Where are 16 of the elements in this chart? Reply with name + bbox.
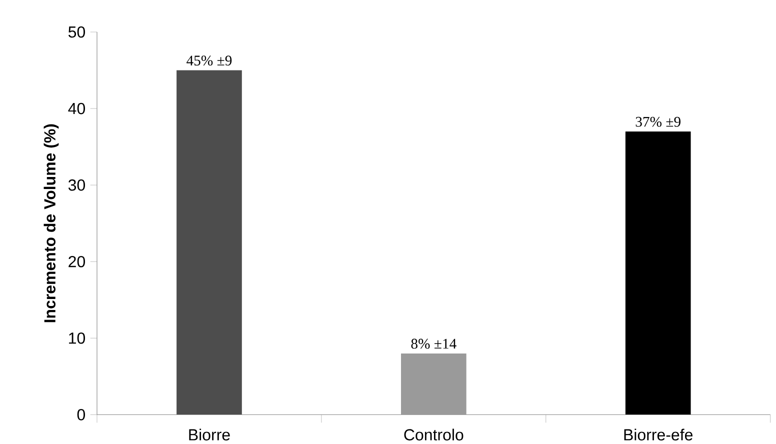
bar: [401, 353, 466, 415]
x-tick-label: Controlo: [404, 428, 464, 440]
x-tick-label: Biorre-efe: [624, 428, 692, 440]
y-tick-label: 20: [68, 256, 85, 268]
data-label: 8% ±14: [411, 338, 456, 349]
y-tick-label: 30: [68, 179, 85, 191]
y-axis-title: Incremento de Volume (%): [44, 124, 59, 322]
y-tick-label: 0: [77, 409, 86, 420]
y-tick-label: 50: [68, 26, 85, 38]
bar: [176, 70, 242, 415]
y-tick-label: 10: [69, 332, 85, 344]
bar: [625, 132, 691, 415]
y-tick-label: 40: [68, 102, 85, 114]
data-label: 45% ±9: [186, 56, 232, 66]
data-label: 37% ±9: [636, 116, 680, 127]
x-tick-label: Biorre: [189, 428, 230, 440]
